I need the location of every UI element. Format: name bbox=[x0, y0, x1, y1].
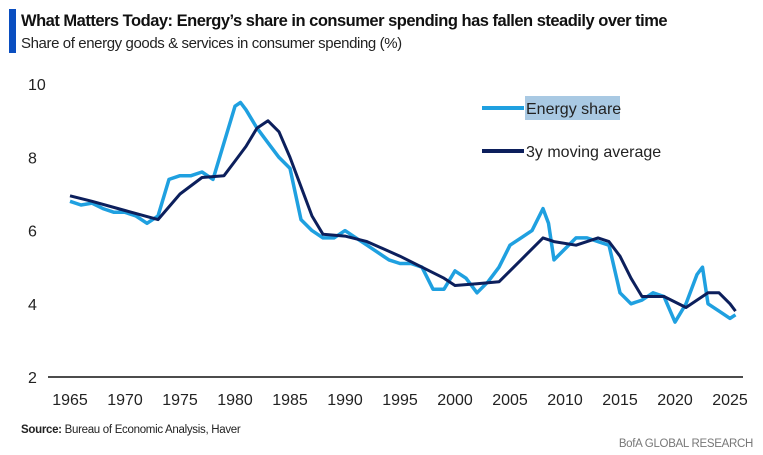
x-tick-label: 1980 bbox=[217, 392, 253, 409]
y-tick-label: 4 bbox=[28, 297, 37, 314]
source-note: Source: Bureau of Economic Analysis, Hav… bbox=[21, 424, 241, 436]
legend-label-energy: Energy share bbox=[526, 101, 621, 118]
title-accent-bar bbox=[9, 9, 16, 53]
chart-subtitle: Share of energy goods & services in cons… bbox=[21, 35, 402, 52]
x-tick-label: 1975 bbox=[162, 392, 198, 409]
source-label: Source: bbox=[21, 424, 62, 436]
x-tick-label: 1965 bbox=[52, 392, 88, 409]
legend-highlight bbox=[525, 96, 620, 120]
x-tick-label: 2020 bbox=[657, 392, 693, 409]
x-tick-label: 1995 bbox=[382, 392, 418, 409]
x-tick-label: 1985 bbox=[272, 392, 308, 409]
y-tick-label: 6 bbox=[28, 224, 37, 241]
y-tick-label: 10 bbox=[28, 77, 46, 94]
source-text: Bureau of Economic Analysis, Haver bbox=[64, 424, 241, 436]
brand-label: BofA GLOBAL RESEARCH bbox=[618, 438, 753, 450]
x-tick-label: 1970 bbox=[107, 392, 143, 409]
x-tick-label: 2005 bbox=[492, 392, 528, 409]
y-tick-label: 2 bbox=[28, 370, 37, 387]
chart-title: What Matters Today: Energy’s share in co… bbox=[21, 12, 668, 30]
legend-label-average: 3y moving average bbox=[526, 144, 661, 161]
moving-average-line bbox=[69, 119, 737, 313]
x-tick-label: 2010 bbox=[547, 392, 583, 409]
x-tick-label: 1990 bbox=[327, 392, 363, 409]
y-tick-label: 8 bbox=[28, 150, 37, 167]
x-tick-label: 2015 bbox=[602, 392, 638, 409]
x-tick-label: 2025 bbox=[712, 392, 748, 409]
legend: Energy share 3y moving average bbox=[482, 96, 661, 161]
x-tick-label: 2000 bbox=[437, 392, 473, 409]
energy-share-line bbox=[69, 100, 737, 324]
